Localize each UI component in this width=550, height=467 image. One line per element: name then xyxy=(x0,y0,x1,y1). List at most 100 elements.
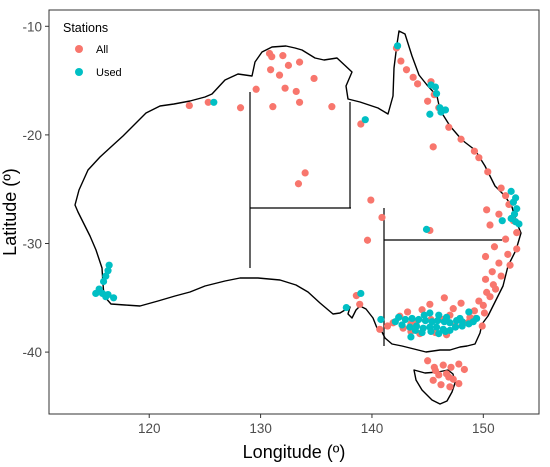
station-point-all xyxy=(490,243,499,251)
station-point-all xyxy=(483,206,491,214)
station-point-used xyxy=(109,294,118,302)
station-point-used xyxy=(357,289,365,298)
station-point-all xyxy=(426,300,434,308)
station-point-all xyxy=(486,293,494,301)
station-point-all xyxy=(383,322,392,330)
station-point-all xyxy=(204,98,212,106)
station-point-all xyxy=(292,87,300,96)
station-point-all xyxy=(446,383,454,391)
station-point-all xyxy=(275,71,284,79)
station-point-all xyxy=(409,73,417,81)
station-point-all xyxy=(268,53,276,61)
station-point-all xyxy=(269,103,277,111)
x-axis-title: Longitude (º) xyxy=(243,442,346,462)
station-point-all xyxy=(445,123,453,131)
station-point-used xyxy=(411,326,419,334)
station-point-all xyxy=(501,192,510,200)
station-point-used xyxy=(432,90,441,98)
y-axis: -10 -20 -30 -40 xyxy=(22,19,49,360)
station-point-all xyxy=(294,180,303,188)
station-point-all xyxy=(429,143,437,151)
station-point-all xyxy=(445,373,453,381)
station-point-all xyxy=(403,308,412,316)
station-point-all xyxy=(414,80,422,88)
station-point-all xyxy=(397,57,405,65)
station-point-used xyxy=(434,317,442,325)
station-point-all xyxy=(440,294,448,302)
station-point-all xyxy=(513,245,521,253)
station-point-all xyxy=(470,307,479,315)
station-point-used xyxy=(451,323,460,331)
station-point-all xyxy=(513,229,521,237)
station-point-all xyxy=(488,268,496,276)
station-point-all xyxy=(310,74,318,83)
station-point-all xyxy=(457,135,465,143)
station-point-used xyxy=(104,290,112,299)
station-point-used xyxy=(427,327,435,336)
station-point-all xyxy=(504,250,512,258)
plot-panel xyxy=(48,9,540,415)
station-point-used xyxy=(431,83,440,91)
station-point-used xyxy=(92,289,100,298)
x-tick-label: 130 xyxy=(249,421,272,436)
station-point-all xyxy=(367,196,375,204)
station-point-all xyxy=(449,305,457,313)
legend-key-all xyxy=(75,45,83,53)
station-point-all xyxy=(378,213,386,222)
station-point-used xyxy=(99,277,108,286)
station-point-used xyxy=(415,315,423,324)
station-point-all xyxy=(486,221,494,229)
series-used-points xyxy=(92,42,523,341)
station-point-used xyxy=(441,327,450,336)
station-point-used xyxy=(421,317,430,325)
station-point-used xyxy=(473,314,481,323)
station-point-used xyxy=(210,98,218,106)
station-point-all xyxy=(455,360,463,368)
station-point-used xyxy=(509,198,517,206)
station-point-all xyxy=(470,147,479,155)
station-point-used xyxy=(456,314,464,323)
station-point-used xyxy=(401,315,409,324)
station-point-all xyxy=(328,103,336,111)
station-point-used xyxy=(408,314,416,323)
station-point-used xyxy=(426,309,434,317)
station-point-all xyxy=(357,120,365,128)
station-point-all xyxy=(363,236,372,244)
legend-label-used: Used xyxy=(96,67,122,79)
station-point-used xyxy=(391,318,399,326)
station-point-used xyxy=(465,308,473,316)
legend: Stations All Used xyxy=(63,21,122,79)
station-point-used xyxy=(342,303,350,312)
station-point-all xyxy=(281,84,289,92)
x-tick-label: 140 xyxy=(361,421,384,436)
station-point-all xyxy=(475,154,483,162)
station-point-all xyxy=(481,275,490,283)
station-point-all xyxy=(267,66,275,74)
station-point-all xyxy=(501,235,510,243)
station-point-all xyxy=(455,379,463,388)
station-point-all xyxy=(376,325,384,333)
station-point-used xyxy=(441,106,450,114)
y-tick-label: -20 xyxy=(22,128,42,143)
station-point-all xyxy=(252,85,260,93)
legend-label-all: All xyxy=(96,44,108,56)
station-point-all xyxy=(475,297,483,305)
station-point-all xyxy=(506,261,514,269)
station-point-all xyxy=(437,381,445,389)
y-tick-label: -10 xyxy=(22,19,42,34)
station-point-used xyxy=(393,42,402,50)
station-point-used xyxy=(426,110,434,118)
x-axis: 120 130 140 150 xyxy=(138,414,495,436)
y-tick-label: -30 xyxy=(22,236,42,251)
station-point-used xyxy=(507,187,515,195)
station-point-all xyxy=(479,301,487,309)
station-point-used xyxy=(102,272,110,280)
station-point-all xyxy=(429,376,437,384)
station-point-used xyxy=(418,328,426,337)
station-point-all xyxy=(495,210,503,218)
station-point-all xyxy=(284,61,293,69)
state-borders xyxy=(249,92,502,346)
station-point-all xyxy=(481,252,490,261)
station-point-used xyxy=(458,322,466,330)
